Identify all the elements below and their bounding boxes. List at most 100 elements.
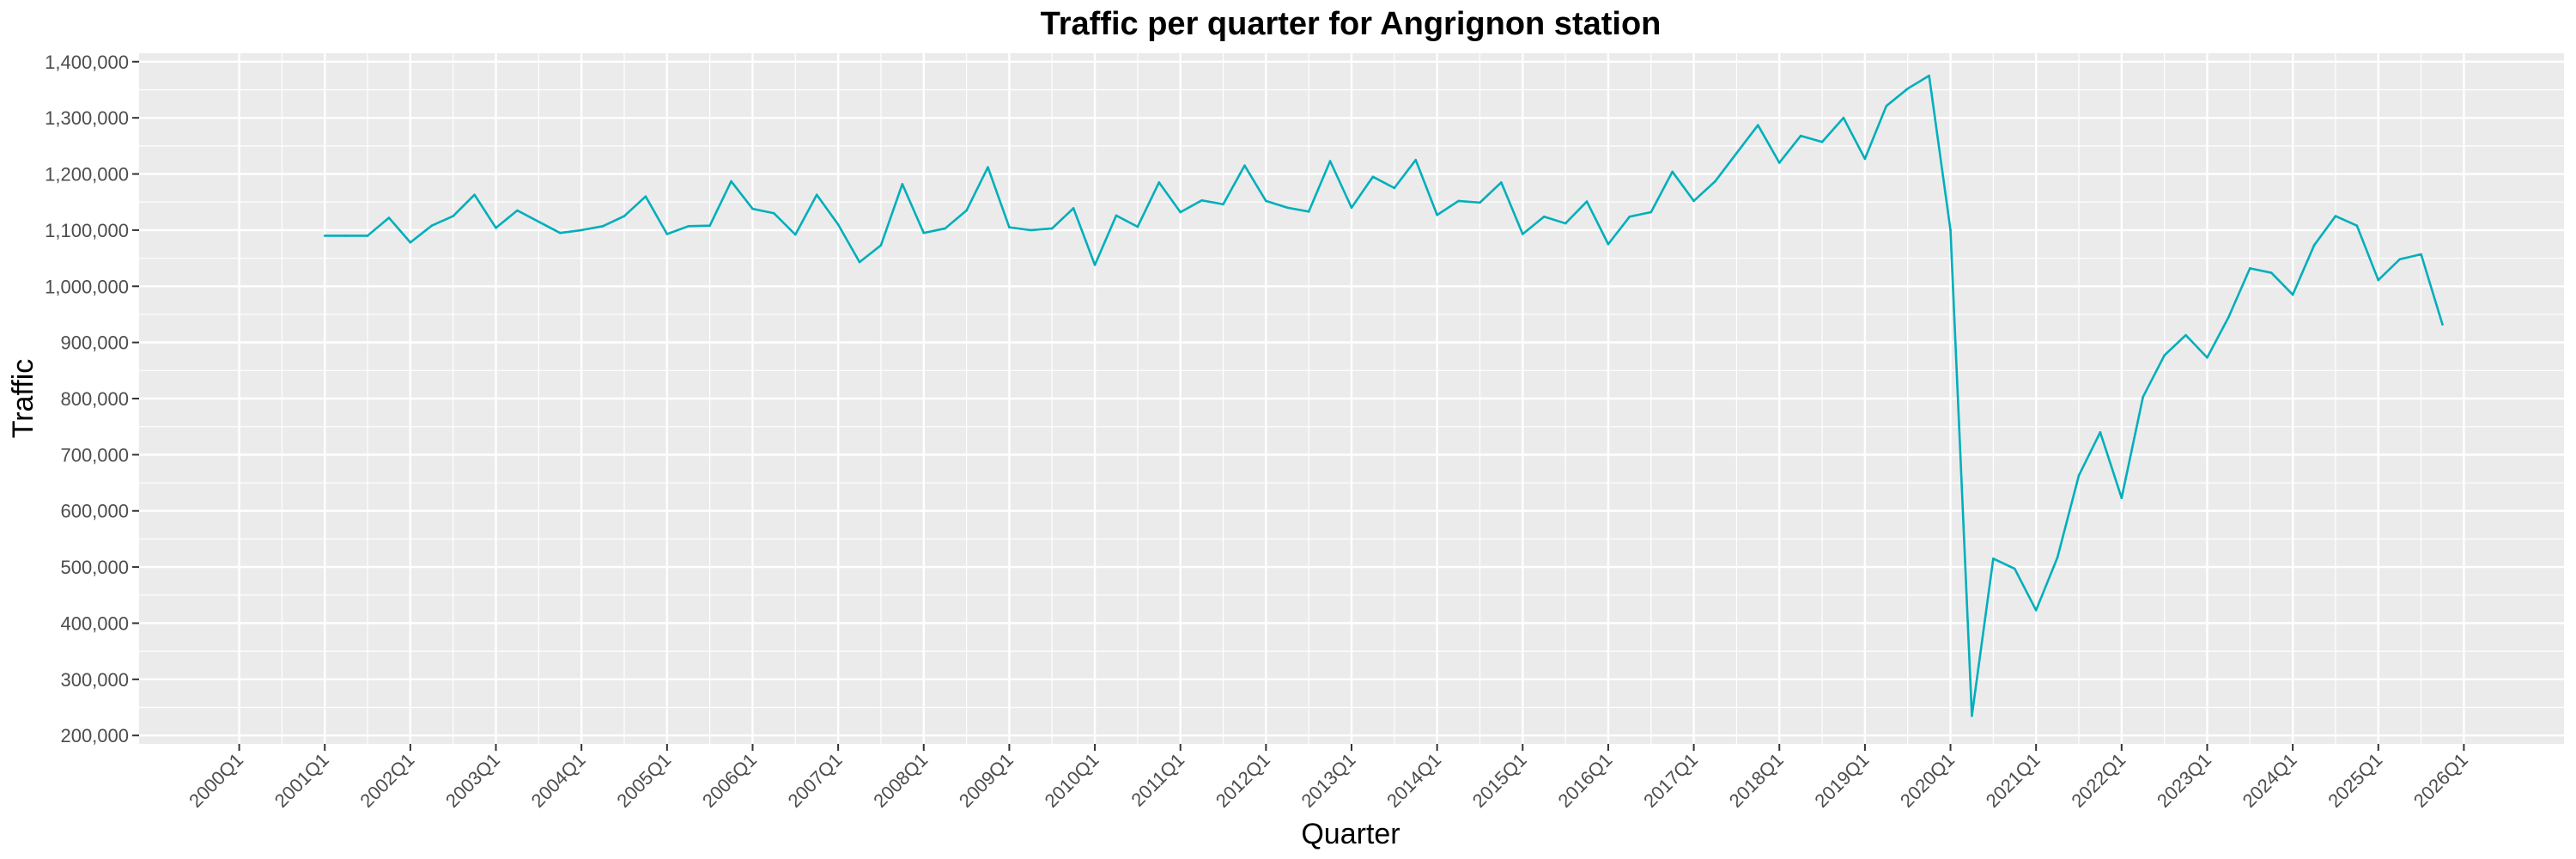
data-point — [1649, 210, 1653, 214]
data-point — [1777, 161, 1781, 164]
x-tick-label: 2017Q1 — [1639, 749, 1702, 812]
data-point — [2120, 497, 2123, 499]
data-point — [1328, 160, 1332, 162]
data-point — [965, 209, 968, 212]
y-tick-label: 1,000,000 — [45, 276, 129, 297]
data-point — [1479, 201, 1481, 204]
x-tick-label: 2020Q1 — [1896, 749, 1959, 812]
data-point — [944, 227, 946, 230]
data-point — [1906, 87, 1910, 90]
series-line — [325, 74, 2444, 717]
data-point — [793, 233, 797, 236]
y-tick-label: 900,000 — [60, 332, 129, 354]
data-point — [1714, 180, 1716, 183]
data-point — [1350, 206, 1353, 210]
data-point — [644, 195, 647, 198]
data-point — [387, 216, 391, 219]
data-point — [1050, 227, 1054, 230]
x-tick-label: 2025Q1 — [2324, 749, 2386, 812]
data-point — [1671, 170, 1674, 174]
data-point — [1585, 200, 1589, 203]
y-tick-label: 600,000 — [60, 501, 129, 522]
data-point — [2227, 315, 2230, 319]
data-point — [2441, 323, 2444, 326]
data-point — [2398, 258, 2401, 261]
data-point — [2142, 395, 2145, 399]
y-tick-label: 300,000 — [60, 669, 129, 691]
data-point — [1692, 199, 1695, 203]
data-points — [323, 74, 2444, 717]
data-point — [2355, 224, 2359, 227]
y-axis: 200,000 300,000 400,000 500,000 600,000 700,0… — [45, 52, 139, 746]
data-point — [773, 211, 775, 215]
data-point — [1457, 199, 1460, 203]
x-axis: 2000Q1 2001Q1 2002Q1 2003Q1 2004Q1 2005Q1 2006… — [185, 744, 2472, 812]
y-tick-label: 1,300,000 — [45, 107, 129, 129]
data-point — [2377, 278, 2380, 282]
data-point — [1179, 210, 1182, 214]
data-point — [1008, 226, 1011, 228]
data-point — [1564, 222, 1567, 225]
data-point — [1243, 164, 1246, 168]
x-tick-label: 2005Q1 — [612, 749, 675, 812]
data-point — [409, 241, 412, 244]
data-point — [1200, 198, 1203, 202]
data-point — [323, 235, 326, 237]
data-point — [452, 215, 455, 217]
data-point — [2163, 354, 2166, 356]
data-point — [879, 244, 883, 247]
data-point — [1992, 557, 1995, 560]
y-tick-label: 1,400,000 — [45, 52, 129, 73]
data-point — [2269, 271, 2273, 274]
data-point — [2334, 215, 2337, 217]
data-point — [2206, 356, 2208, 359]
data-point — [516, 209, 519, 212]
x-tick-label: 2016Q1 — [1553, 749, 1616, 812]
data-point — [1863, 157, 1867, 161]
x-tick-label: 2000Q1 — [185, 749, 247, 812]
x-tick-label: 2001Q1 — [270, 749, 333, 812]
x-tick-label: 2012Q1 — [1212, 749, 1274, 812]
y-tick-label: 700,000 — [60, 444, 129, 466]
data-point — [922, 231, 926, 235]
data-point — [538, 220, 540, 223]
data-point — [1265, 199, 1267, 203]
y-tick-label: 400,000 — [60, 612, 129, 634]
data-point — [580, 228, 583, 232]
data-point — [987, 166, 989, 168]
data-point — [1521, 233, 1524, 235]
data-point — [1885, 105, 1888, 107]
data-point — [1222, 203, 1224, 206]
x-tick-label: 2022Q1 — [2067, 749, 2129, 812]
data-point — [1093, 264, 1097, 266]
x-tick-label: 2007Q1 — [784, 749, 847, 812]
data-point — [687, 225, 690, 228]
y-axis-title: Traffic — [7, 359, 39, 439]
data-point — [473, 193, 476, 197]
data-point — [1928, 74, 1930, 77]
data-point — [815, 193, 818, 197]
x-tick-label: 2008Q1 — [869, 749, 932, 812]
y-tick-label: 200,000 — [60, 725, 129, 746]
data-point — [2013, 567, 2016, 570]
major-gridlines — [139, 53, 2564, 744]
data-point — [495, 226, 497, 229]
y-tick-label: 1,100,000 — [45, 220, 129, 241]
x-axis-title: Quarter — [1301, 818, 1400, 850]
data-point — [1542, 215, 1546, 218]
x-tick-label: 2002Q1 — [355, 749, 418, 812]
x-tick-label: 2014Q1 — [1382, 749, 1445, 812]
data-point — [1799, 134, 1802, 137]
data-point — [1115, 214, 1118, 217]
data-point — [858, 260, 861, 264]
data-point — [430, 224, 434, 227]
data-point — [1757, 124, 1759, 126]
x-tick-label: 2024Q1 — [2239, 749, 2301, 812]
data-point — [1072, 207, 1075, 210]
data-point — [751, 207, 754, 210]
data-point — [2312, 244, 2316, 247]
data-point — [1414, 158, 1418, 161]
data-point — [1607, 242, 1610, 246]
x-tick-label: 2018Q1 — [1725, 749, 1788, 812]
